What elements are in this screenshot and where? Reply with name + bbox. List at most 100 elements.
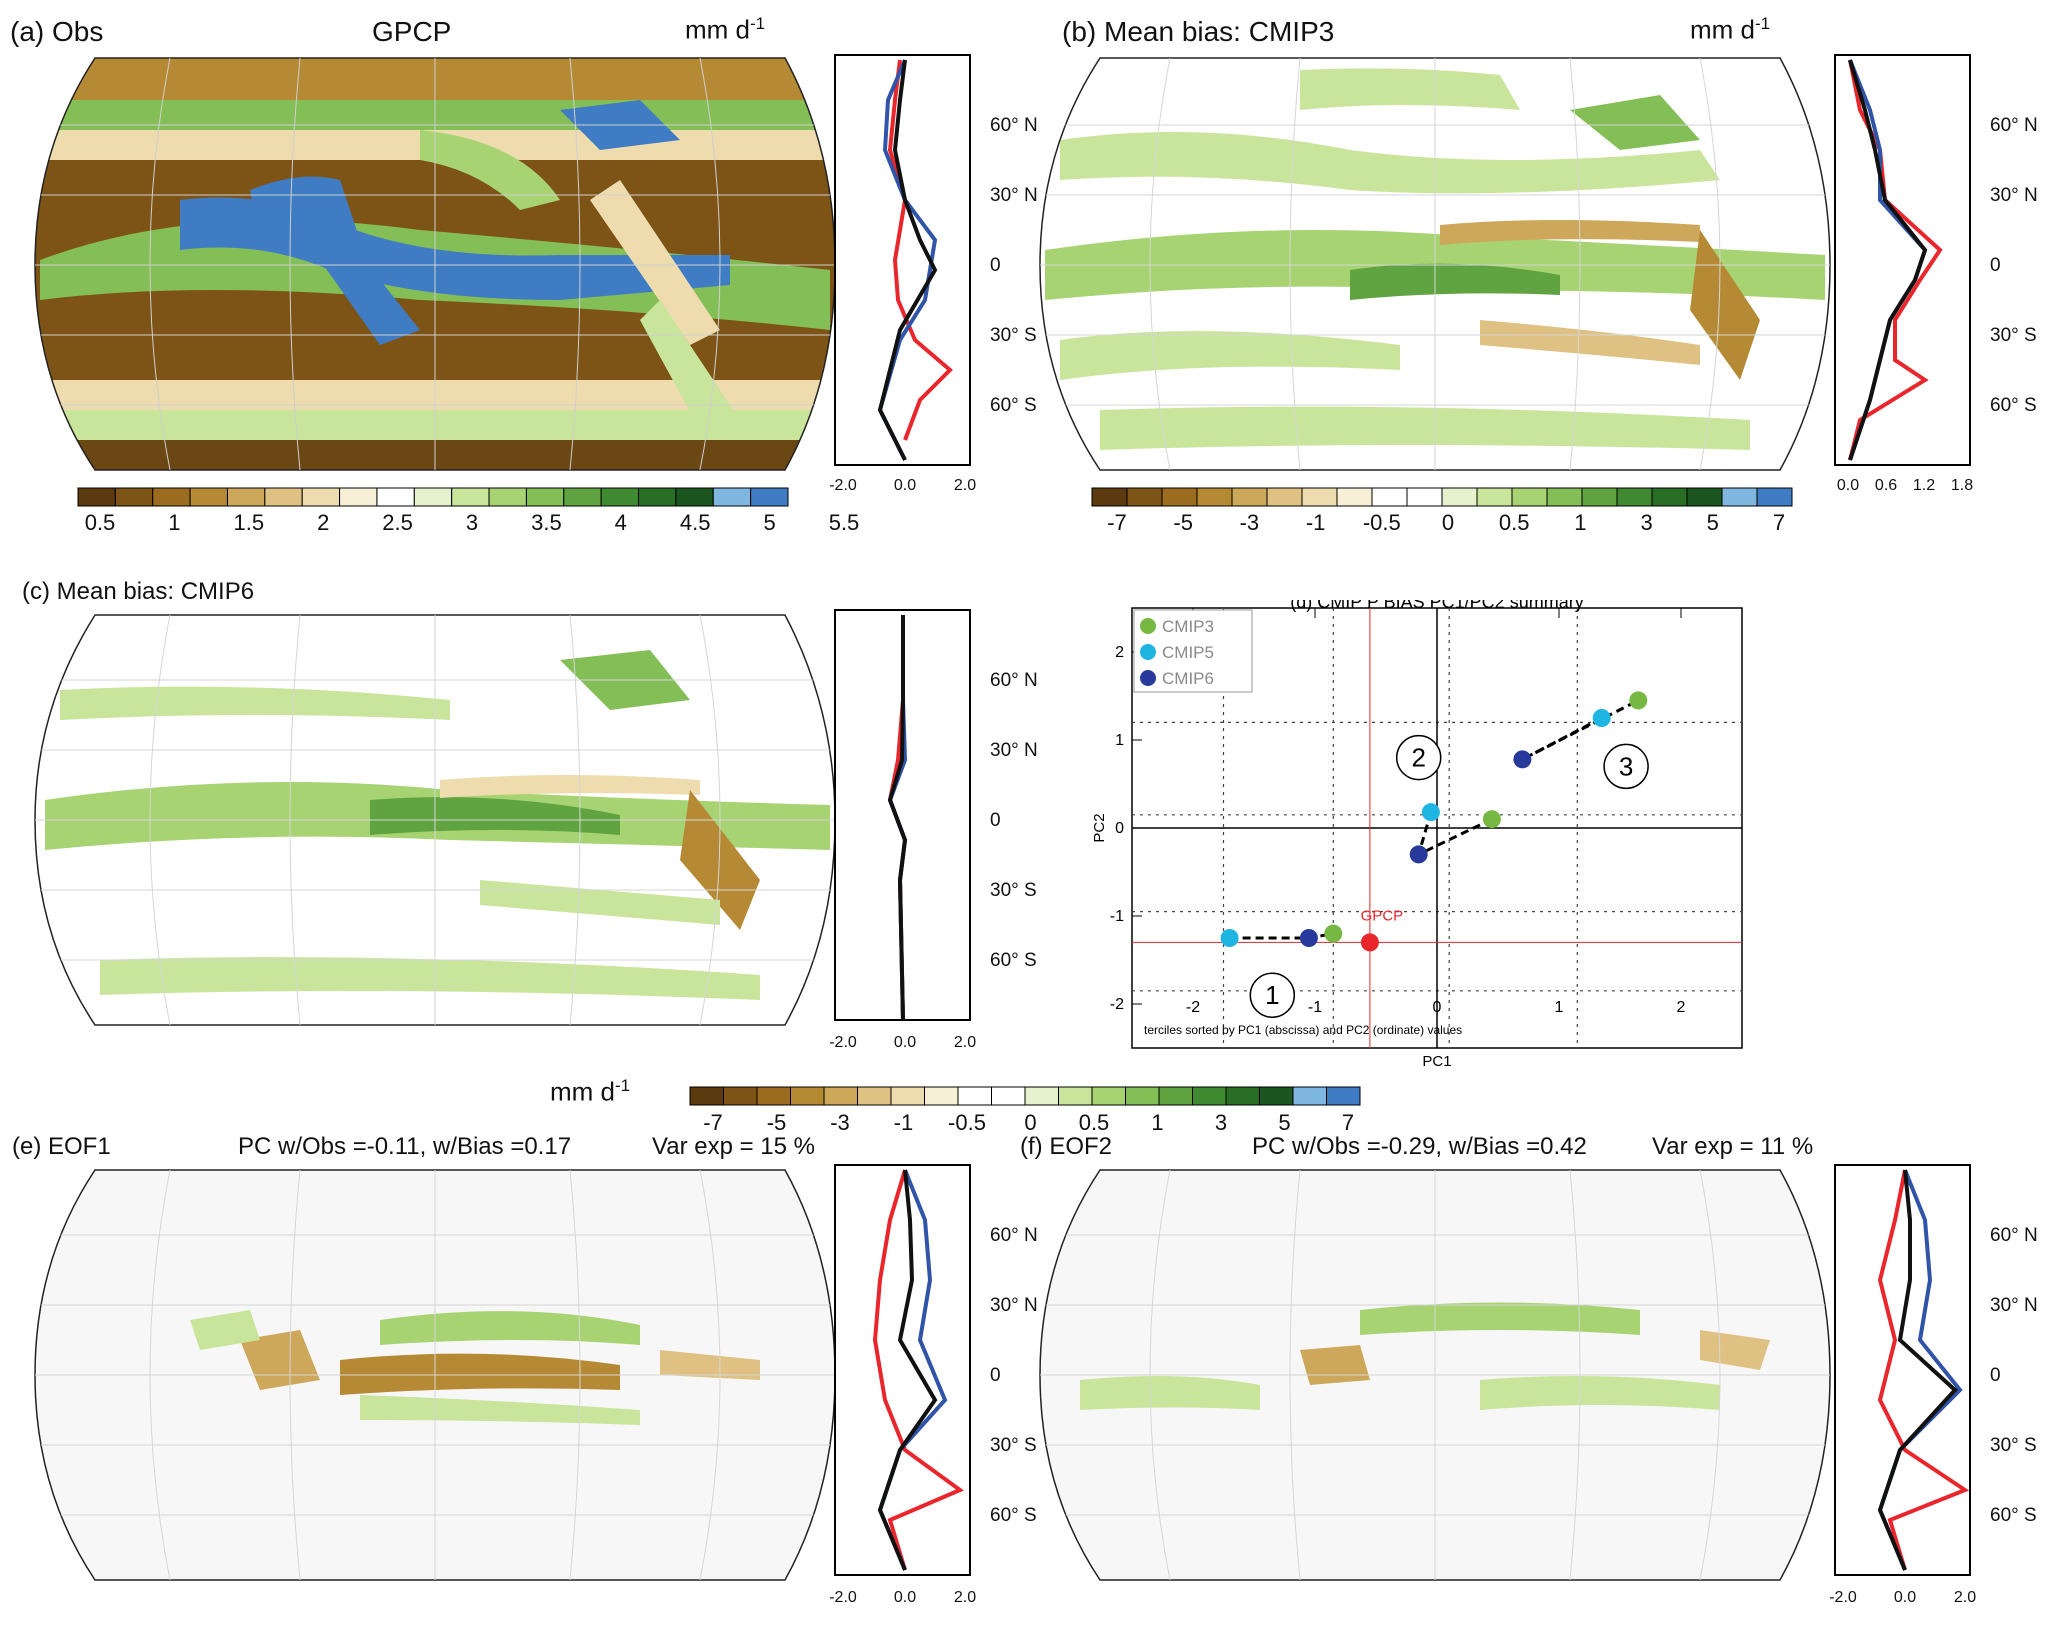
colorbar-cmip3-tick-label: -3 bbox=[1239, 510, 1260, 535]
colorbar-swatch bbox=[413, 487, 453, 507]
colorbar-obs-tick-label: 1.5 bbox=[233, 510, 265, 535]
latitude-label: 30° N bbox=[990, 1295, 1038, 1316]
y-axis-label: PC2 bbox=[1091, 813, 1108, 842]
latitude-label: 30° N bbox=[1990, 185, 2038, 206]
colorbar-swatch bbox=[525, 487, 565, 507]
legend-marker bbox=[1140, 670, 1156, 686]
colorbar-swatch bbox=[114, 487, 154, 507]
latitude-label: 30° S bbox=[990, 325, 1037, 346]
colorbar-swatch bbox=[1546, 487, 1583, 507]
profile-tick-label: 0.6 bbox=[1874, 477, 1898, 494]
latitude-label: 30° S bbox=[990, 1435, 1037, 1456]
colorbar-swatch bbox=[451, 487, 490, 507]
latitude-label: 0 bbox=[1990, 1365, 2001, 1386]
colorbar-cmip3-tick-label: 3 bbox=[1640, 510, 1653, 535]
colorbar-swatch bbox=[790, 1086, 825, 1106]
profile-tick-label: 2.0 bbox=[953, 1589, 977, 1606]
latitude-label: 30° N bbox=[990, 185, 1038, 206]
profile-tick-label: 0.0 bbox=[893, 1589, 917, 1606]
colorbar-cmip3-tick-label: -0.5 bbox=[1362, 510, 1401, 535]
cmip5-point bbox=[1592, 709, 1611, 727]
profile-f bbox=[1834, 1164, 1971, 1576]
colorbar-swatch bbox=[750, 487, 789, 507]
cmip6-point bbox=[1409, 845, 1428, 864]
pc-summary-chart: -2 -1 0 1 2 2 1 0 -1 -2 (d) CMIP P BIAS PC1/PC2 su… bbox=[1091, 600, 1743, 1070]
chart-title: (d) CMIP P BIAS PC1/PC2 summary bbox=[1290, 600, 1583, 612]
profile-tick-label: -2.0 bbox=[829, 477, 857, 494]
x-tick-label: 1 bbox=[1555, 999, 1564, 1016]
legend-label: CMIP5 bbox=[1162, 643, 1214, 662]
latitude-label: 60° N bbox=[990, 1225, 1038, 1246]
colorbar-swatch bbox=[1266, 487, 1303, 507]
gpcp-point bbox=[1360, 933, 1379, 952]
colorbar-swatch bbox=[1091, 487, 1128, 507]
colorbar-swatch bbox=[1756, 487, 1793, 507]
profile-tick-label: 2.0 bbox=[1953, 1589, 1977, 1606]
colorbar-swatch bbox=[1326, 1086, 1361, 1106]
colorbar-bias-tick-label: 3 bbox=[1214, 1110, 1228, 1135]
colorbar-swatch bbox=[1371, 487, 1408, 507]
colorbar-obs-tick-label: 1 bbox=[168, 510, 181, 535]
colorbar-swatch bbox=[1225, 1086, 1260, 1106]
latitude-label: 60° N bbox=[990, 670, 1038, 691]
colorbar-swatch bbox=[1651, 487, 1688, 507]
colorbar-bias-tick-label: -7 bbox=[703, 1110, 723, 1135]
latitude-label: 30° S bbox=[1990, 1435, 2037, 1456]
colorbar-bias-tick-label: 7 bbox=[1341, 1110, 1355, 1135]
latitude-label: 0 bbox=[1990, 255, 2001, 276]
latitude-label: 0 bbox=[990, 1365, 1001, 1386]
colorbar-bias-tick-label: -5 bbox=[766, 1110, 787, 1135]
panel-b-unit: mm d-1 bbox=[1690, 14, 1771, 45]
map-eof1-outline bbox=[34, 1169, 836, 1581]
colorbar-swatch bbox=[991, 1086, 1026, 1106]
colorbar-bias-shared bbox=[689, 1086, 1361, 1106]
colorbar-swatch bbox=[924, 1086, 959, 1106]
map-obs-graticule bbox=[35, 58, 835, 470]
x-tick-label: 0 bbox=[1433, 999, 1442, 1016]
colorbar-swatch bbox=[675, 487, 714, 507]
x-tick-label: -1 bbox=[1308, 999, 1322, 1016]
profile-a bbox=[834, 54, 971, 466]
colorbar-swatch bbox=[1259, 1086, 1294, 1106]
profile-tick-label: 0.0 bbox=[893, 1034, 917, 1051]
colorbar-swatch bbox=[1158, 1086, 1193, 1106]
panel-c-label: (c) Mean bias: CMIP6 bbox=[22, 578, 255, 605]
colorbar-cmip3 bbox=[1091, 487, 1793, 507]
y-tick-label: -2 bbox=[1110, 996, 1124, 1013]
colorbar-swatch bbox=[1231, 487, 1268, 507]
colorbar-cmip3-tick-label: 5 bbox=[1706, 510, 1719, 535]
colorbar-cmip3-tick-label: -1 bbox=[1305, 510, 1326, 535]
profile-tick-label: 0.0 bbox=[1836, 477, 1860, 494]
profile-c bbox=[834, 609, 971, 1021]
colorbar-swatch bbox=[1476, 487, 1513, 507]
latitude-label: 30° S bbox=[1990, 325, 2037, 346]
colorbar-swatch bbox=[1192, 1086, 1227, 1106]
colorbar-bias-tick-label: 0.5 bbox=[1078, 1110, 1110, 1135]
colorbar-obs-tick-label: 4 bbox=[614, 510, 627, 535]
cluster-marker bbox=[1395, 734, 1442, 781]
colorbar-obs-tick-label: 3 bbox=[465, 510, 479, 535]
map-eof1-graticule bbox=[35, 1170, 835, 1580]
cluster-number: 3 bbox=[1619, 751, 1633, 781]
latitude-label: 0 bbox=[990, 255, 1001, 276]
profile-tick-label: 0.0 bbox=[1893, 1589, 1917, 1606]
latitude-label: 60° S bbox=[990, 1505, 1037, 1526]
colorbar-cmip3-tick-label: 7 bbox=[1772, 510, 1786, 535]
y-tick-label: 0 bbox=[1115, 820, 1124, 837]
cmip3-point bbox=[1324, 924, 1343, 943]
colorbar-swatch bbox=[264, 487, 303, 507]
cmip6-point bbox=[1299, 929, 1318, 947]
gpcp-label: GPCP bbox=[1361, 907, 1404, 924]
colorbar-obs bbox=[77, 487, 789, 507]
colorbar-bias-tick-label: 0 bbox=[1024, 1110, 1037, 1135]
map-cmip3-graticule bbox=[1040, 58, 1830, 470]
colorbar-bias-tick-label: -1 bbox=[893, 1110, 914, 1135]
colorbar-swatch bbox=[957, 1086, 992, 1106]
panel-a-subtitle: GPCP bbox=[372, 16, 452, 47]
profile-b bbox=[1834, 54, 1971, 466]
latitude-label: 60° N bbox=[990, 115, 1038, 136]
panel-e-pc-text: PC w/Obs =-0.11, w/Bias =0.17 bbox=[238, 1133, 572, 1160]
colorbar-swatch bbox=[1161, 487, 1198, 507]
profile-tick-label: -2.0 bbox=[829, 1034, 857, 1051]
